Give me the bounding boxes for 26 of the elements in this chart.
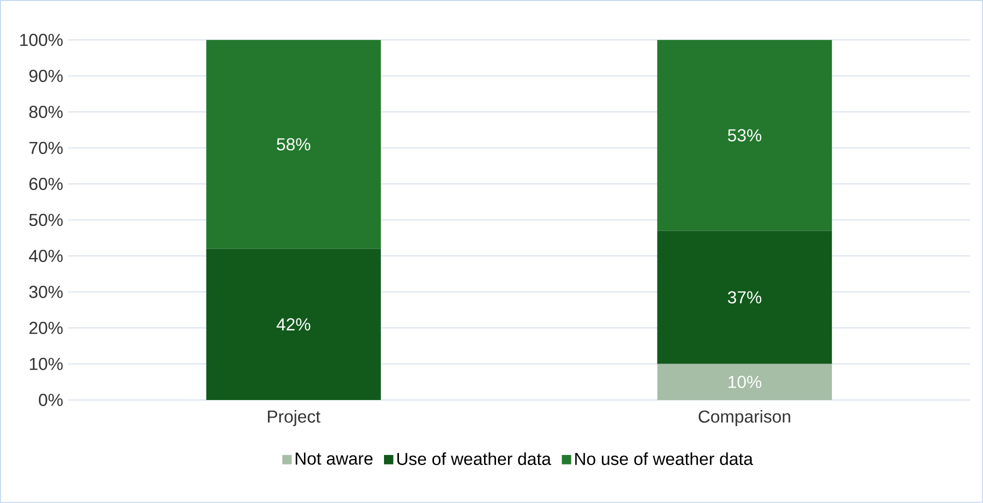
- data-label: 42%: [276, 318, 310, 330]
- y-tick-label: 10%: [30, 358, 63, 370]
- bar: [657, 364, 832, 400]
- y-tick-label: 80%: [29, 106, 63, 118]
- bar: [657, 230, 832, 364]
- x-tick-label: Project: [268, 410, 320, 426]
- y-tick-label: 20%: [29, 322, 63, 334]
- data-label: 58%: [276, 138, 310, 150]
- legend-label: No use of weather data: [575, 452, 754, 466]
- data-label: 53%: [728, 129, 762, 142]
- data-label: 10%: [728, 376, 762, 388]
- legend-label: Use of weather data: [397, 452, 552, 466]
- bar: [206, 248, 381, 400]
- y-tick-label: 100%: [20, 34, 63, 46]
- y-tick-label: 50%: [29, 214, 63, 226]
- y-tick-label: 30%: [29, 286, 63, 298]
- bar: [657, 40, 832, 231]
- x-tick-label: Comparison: [698, 410, 790, 426]
- y-tick-label: 60%: [29, 178, 63, 190]
- bar: [206, 40, 381, 249]
- data-label: 37%: [728, 291, 762, 304]
- y-tick-label: 0%: [38, 394, 63, 406]
- y-tick-label: 70%: [29, 142, 63, 154]
- y-tick-label: 40%: [28, 250, 63, 262]
- y-tick-label: 90%: [29, 70, 63, 82]
- legend-label: Not aware: [296, 452, 373, 465]
